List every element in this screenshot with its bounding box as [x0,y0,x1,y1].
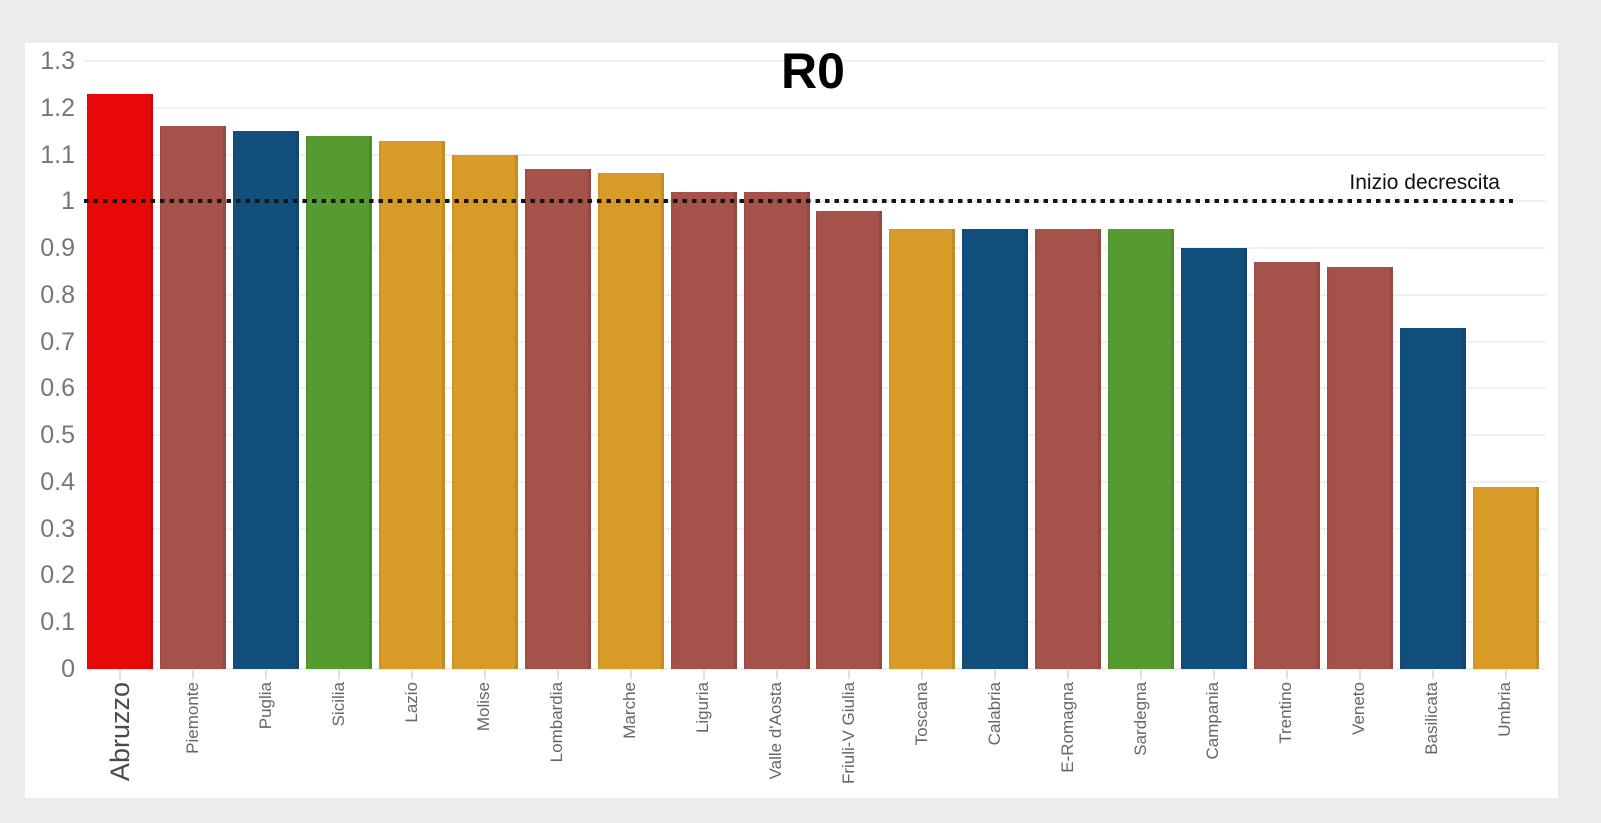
x-tick [556,670,559,679]
x-tick [848,670,851,679]
bar-basilicata [1399,327,1466,669]
x-tick [629,670,632,679]
bar-sicilia [306,135,373,669]
y-tick-label: 0.5 [40,421,75,450]
bar-campania [1180,248,1247,669]
x-tick [702,670,705,679]
x-tick [921,670,924,679]
y-gridline [84,434,1546,437]
x-tick [1140,670,1143,679]
bar-trentino [1253,262,1320,669]
bar-piemonte [160,126,227,669]
x-tick [1431,670,1434,679]
y-tick-label: 1.2 [40,93,75,122]
y-gridline [84,668,1546,670]
chart-card: 1.3 1.2 1.1 1 0.9 0.8 0.7 0.6 0.5 0.4 0.3 0.2 0.1 0 Ab… [25,43,1558,798]
reference-line [84,199,1513,204]
y-tick-label: 0.1 [40,608,75,637]
bar-abruzzo [87,93,154,669]
chart-title: R0 [781,43,845,99]
y-tick-label: 0 [61,655,75,683]
x-tick-label: Valle d'Aosta [766,682,786,780]
x-tick-label: E-Romagna [1057,682,1077,773]
y-gridline [84,387,1546,390]
y-gridline [84,480,1546,483]
x-tick [483,670,486,679]
y-tick-label: 0.2 [40,561,75,590]
x-tick-label: Piemonte [182,682,202,754]
bar-calabria [962,229,1029,669]
x-tick-label: Sicilia [328,682,348,727]
x-tick-label: Lombardia [547,682,567,763]
x-tick [1212,670,1215,679]
x-tick-label: Friuli-V Giulia [838,682,858,785]
y-gridline [84,621,1546,624]
x-tick [775,670,778,679]
x-tick [265,670,268,679]
y-tick-label: 0.9 [40,234,75,263]
reference-line-label: Inizio decrescita [1349,171,1500,195]
bar-sardegna [1108,229,1175,669]
y-gridline [84,340,1546,343]
x-tick [1358,670,1361,679]
x-tick-label: Campania [1203,682,1223,760]
x-tick-label: Trentino [1276,682,1296,744]
bar-umbria [1472,486,1539,669]
y-tick-label: 0.6 [40,374,75,403]
x-tick [1504,670,1507,679]
bar-marche [597,173,664,669]
y-tick-label: 0.8 [40,280,75,309]
bar-molise [451,154,518,669]
bar-puglia [233,131,300,669]
x-tick-label: Molise [474,682,494,732]
x-tick-label: Calabria [984,682,1004,746]
x-tick-label: Sardegna [1130,682,1150,756]
x-tick-label: Puglia [255,682,275,730]
y-tick-label: 0.4 [40,467,75,496]
x-tick-label: Veneto [1349,682,1369,735]
x-tick [119,670,122,679]
y-tick-label: 0.3 [40,514,75,543]
y-tick-label: 1.3 [40,47,75,75]
x-tick-label: Toscana [911,682,931,746]
bar-toscana [889,229,956,669]
bar-lazio [379,140,446,669]
plot-area: 1.3 1.2 1.1 1 0.9 0.8 0.7 0.6 0.5 0.4 0.3 0.2 0.1 0 Ab… [25,43,1558,798]
x-tick [1067,670,1070,679]
y-tick-label: 0.7 [40,327,75,356]
x-tick-label: Umbria [1495,682,1515,737]
y-tick-label: 1 [61,187,75,216]
y-gridline [84,106,1546,109]
x-tick-label: Marche [620,682,640,739]
bar-friuli-v-giulia [816,210,883,669]
y-gridline [84,60,1546,62]
bar-valle-d-aosta [743,191,810,669]
y-tick-label: 1.1 [40,140,75,169]
y-gridline [84,574,1546,577]
x-tick-label: Liguria [693,682,713,734]
x-tick-label: Basilicata [1422,682,1442,755]
x-tick [338,670,341,679]
y-gridline [84,527,1546,530]
x-tick-label: Lazio [401,682,421,723]
bar-lombardia [524,168,591,669]
y-gridline [84,293,1546,296]
y-gridline [84,153,1546,156]
x-tick [192,670,195,679]
bar-veneto [1326,266,1393,669]
y-gridline [84,247,1546,250]
x-tick [411,670,414,679]
x-tick [1285,670,1288,679]
bar-e-romagna [1035,229,1102,669]
x-tick-label: Abruzzo [105,682,136,782]
bar-liguria [670,191,737,669]
x-tick [994,670,997,679]
